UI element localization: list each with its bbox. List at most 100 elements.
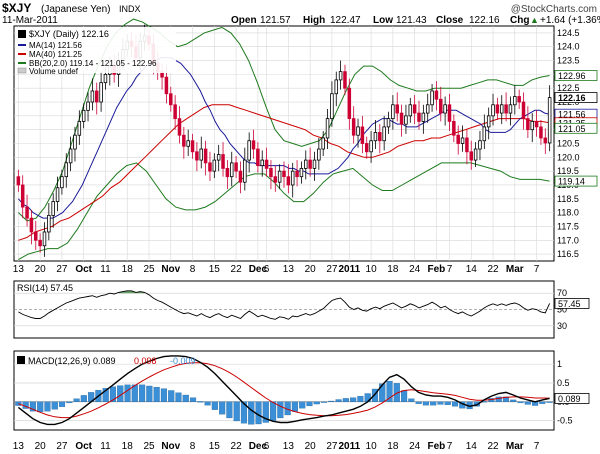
macd-histogram-bar bbox=[313, 401, 320, 405]
price-candle bbox=[238, 161, 243, 194]
macd-histogram-bar bbox=[240, 401, 248, 424]
price-candle bbox=[504, 92, 508, 122]
price-candle bbox=[530, 113, 534, 143]
last-value-box bbox=[554, 122, 598, 134]
price-candle bbox=[317, 137, 321, 170]
candle-body bbox=[290, 170, 295, 186]
x-tick-label: 8 bbox=[190, 441, 196, 452]
price-candle bbox=[55, 176, 60, 212]
legend-swatch bbox=[18, 30, 26, 38]
price-candle bbox=[473, 142, 478, 167]
price-candle bbox=[373, 120, 378, 150]
x-tick-label: Mar bbox=[506, 441, 524, 452]
candle-body bbox=[86, 101, 90, 111]
macd-histogram-bar bbox=[335, 399, 342, 402]
candle-body bbox=[364, 143, 369, 153]
candle-body bbox=[417, 112, 421, 122]
price-candle bbox=[256, 142, 260, 173]
macd-histogram-bar bbox=[430, 401, 437, 406]
macd-signal-line bbox=[18, 362, 550, 419]
price-candle bbox=[64, 153, 69, 188]
macd-histogram-bar bbox=[306, 401, 313, 407]
candle-body bbox=[247, 140, 251, 161]
legend-item-ma14: MA(14) 121.56 bbox=[18, 41, 82, 50]
x-tick-label: 20 bbox=[35, 264, 47, 275]
price-candle bbox=[251, 129, 256, 159]
macd-histogram-bar bbox=[29, 401, 36, 412]
rsi-last-label: 57.45 bbox=[558, 299, 581, 309]
legend-item-volume: Volume undef bbox=[17, 67, 79, 76]
rsi-y-tick-label: 50 bbox=[557, 305, 567, 315]
rsi-line bbox=[18, 290, 551, 320]
candle-body bbox=[430, 90, 434, 106]
rsi-title: RSI(14) 57.45 bbox=[17, 283, 73, 293]
x-tick-label: 25 bbox=[143, 264, 155, 275]
macd-histogram-bar bbox=[226, 401, 233, 419]
candle-body bbox=[299, 167, 304, 178]
price-candle bbox=[356, 118, 360, 148]
x-tick-label: 2011 bbox=[338, 441, 360, 452]
macd-histogram-bar bbox=[350, 397, 357, 402]
price-candle bbox=[229, 151, 234, 187]
last-value-label: 122.16 bbox=[558, 93, 586, 103]
price-candle bbox=[81, 103, 86, 129]
x-tick-label: Dec bbox=[249, 441, 268, 452]
macd-histogram-bar bbox=[408, 398, 415, 402]
price-candle bbox=[94, 82, 99, 115]
chg-arrow-icon: ▲ bbox=[530, 15, 539, 25]
legend-background bbox=[16, 27, 176, 73]
chg-label: Chg bbox=[510, 15, 529, 26]
x-tick-label: 13 bbox=[283, 264, 295, 275]
candle-body bbox=[334, 79, 339, 95]
price-candle bbox=[186, 129, 190, 156]
macd-histogram-bar bbox=[219, 401, 226, 415]
x-tick-label: 8 bbox=[190, 264, 196, 275]
x-tick-label: 7 bbox=[447, 441, 453, 452]
price-candle bbox=[417, 100, 421, 130]
x-tick-label: Feb bbox=[428, 264, 446, 275]
candle-body bbox=[312, 159, 317, 169]
price-y-tick-label: 117.5 bbox=[557, 221, 579, 231]
candle-body bbox=[486, 115, 491, 128]
high-label: High bbox=[303, 15, 325, 26]
x-tick-label: 2011 bbox=[338, 264, 360, 275]
candle-body bbox=[408, 104, 413, 117]
price-candle bbox=[77, 110, 82, 145]
price-candle bbox=[247, 132, 251, 173]
candle-body bbox=[77, 120, 82, 136]
price-candle bbox=[378, 124, 382, 154]
x-tick-label: 15 bbox=[209, 441, 221, 452]
candle-body bbox=[225, 167, 230, 178]
price-candle bbox=[399, 104, 404, 137]
last-value-box bbox=[554, 175, 598, 187]
candle-body bbox=[386, 118, 391, 128]
price-candle bbox=[469, 140, 474, 170]
candle-body bbox=[447, 104, 452, 122]
legend-swatch bbox=[17, 67, 27, 74]
candle-body bbox=[391, 104, 395, 120]
candle-body bbox=[321, 137, 325, 150]
macd-histogram-bar bbox=[160, 388, 167, 402]
legend-label: $XJY (Daily) 122.16 bbox=[29, 29, 109, 39]
candle-body bbox=[351, 118, 356, 136]
x-tick-label: 22 bbox=[487, 264, 499, 275]
macd-histogram-bar bbox=[277, 401, 284, 419]
price-candle bbox=[182, 126, 186, 159]
macd-y-tick-label: 1 bbox=[557, 359, 562, 369]
price-legend: $XJY (Daily) 122.16 MA(14) 121.56 MA(40)… bbox=[16, 27, 176, 76]
x-tick-label: Nov bbox=[161, 264, 180, 275]
candle-body bbox=[517, 96, 521, 103]
macd-histogram-bar bbox=[153, 386, 160, 402]
candle-body bbox=[16, 176, 21, 186]
candle-body bbox=[399, 112, 404, 125]
candle-body bbox=[460, 137, 465, 144]
candle-body bbox=[469, 151, 474, 161]
macd-histogram-bar bbox=[15, 401, 22, 406]
macd-histogram-bar bbox=[539, 401, 546, 404]
candle-body bbox=[164, 76, 169, 95]
legend-item-bb: BB(20,2.0) 119.14 - 121.05 - 122.96 bbox=[18, 59, 157, 68]
macd-histogram-bar bbox=[102, 388, 109, 402]
candle-body bbox=[491, 104, 495, 117]
